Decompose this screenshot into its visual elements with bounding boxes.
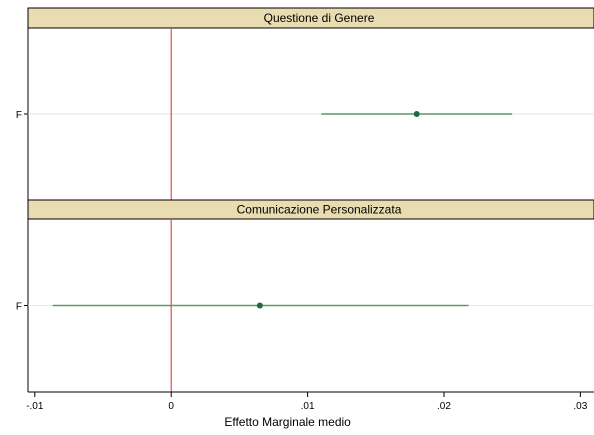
x-axis-title: Effetto Marginale medio [224,415,351,429]
x-tick-label: 0 [168,401,174,412]
panel-title: Comunicazione Personalizzata [237,203,402,217]
x-tick-label: .02 [437,401,451,412]
panel-strip [27,199,594,220]
y-tick-label: F [16,302,22,313]
panel-strip [27,7,594,29]
panel: Comunicazione Personalizzata F [16,199,594,392]
x-axis: -.01 0 .01 .02 .03 [26,391,594,412]
x-tick-label: -.01 [26,401,44,412]
point-estimate [256,302,263,309]
x-tick-label: .03 [573,401,587,412]
x-tick-label: .01 [301,401,315,412]
panel: Questione di Genere F [16,7,594,200]
y-tick-label: F [16,110,22,121]
point-estimate [413,111,420,117]
panel-title: Questione di Genere [264,11,375,25]
